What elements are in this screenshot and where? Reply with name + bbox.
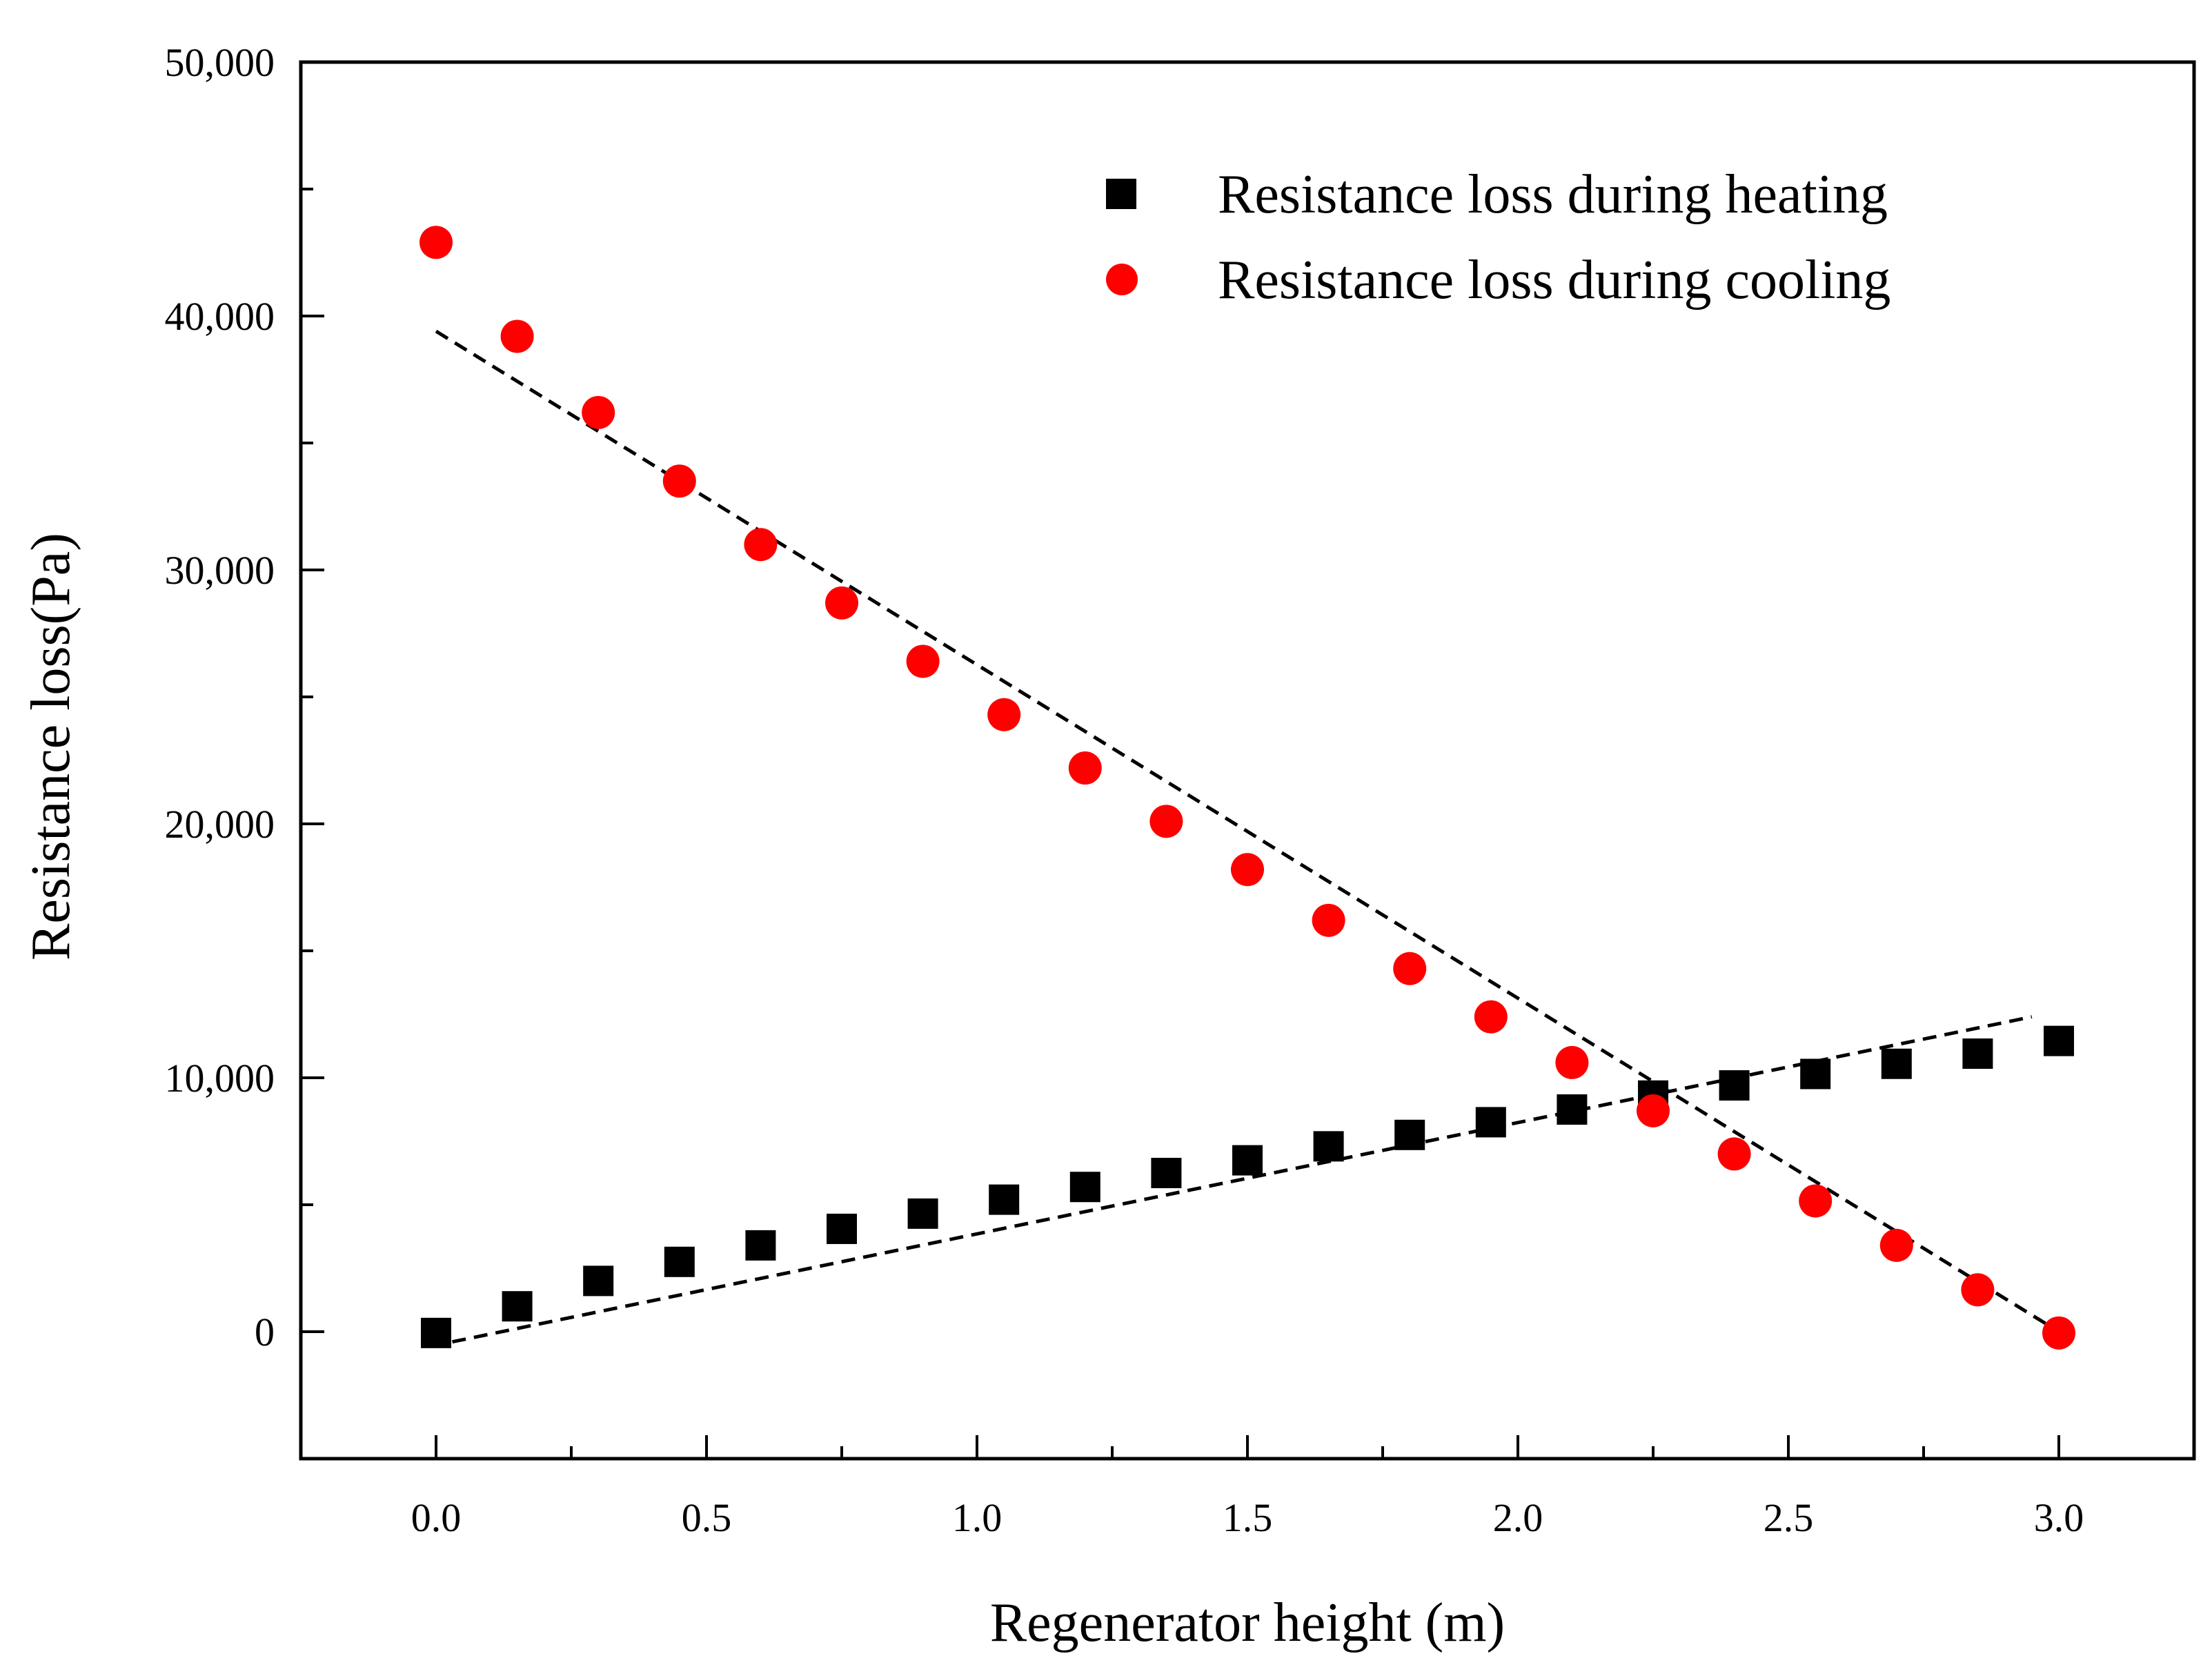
y-axis-title: Resistance loss(Pa) bbox=[21, 533, 81, 960]
cooling-point bbox=[1961, 1273, 1995, 1307]
cooling-point bbox=[1231, 853, 1264, 887]
y-tick-label: 50,000 bbox=[165, 40, 275, 85]
x-tick-label: 2.0 bbox=[1493, 1495, 1543, 1540]
cooling-point bbox=[419, 226, 453, 259]
cooling-point bbox=[582, 395, 615, 429]
cooling-point bbox=[1879, 1228, 1913, 1262]
x-tick-label: 2.5 bbox=[1764, 1495, 1814, 1540]
x-axis-ticks: 0.0 0.5 1.0 1.5 2.0 2.5 3.0 bbox=[411, 1435, 2084, 1540]
legend-marker-cooling bbox=[1106, 264, 1138, 295]
legend-label-cooling: Resistance loss during cooling bbox=[1218, 250, 1890, 310]
heating-point bbox=[1800, 1058, 1831, 1090]
y-tick-label: 20,000 bbox=[165, 802, 275, 847]
x-tick-label: 0.5 bbox=[682, 1495, 732, 1540]
y-axis-ticks: 0 10,000 20,000 30,000 40,000 50,000 bbox=[165, 40, 324, 1354]
legend: Resistance loss during heating Resistanc… bbox=[1106, 164, 1890, 310]
heating-point bbox=[1069, 1172, 1100, 1203]
cooling-point bbox=[906, 644, 940, 678]
cooling-point bbox=[1637, 1094, 1670, 1127]
y-tick-label: 30,000 bbox=[165, 548, 275, 593]
heating-point bbox=[1962, 1038, 1993, 1070]
heating-point bbox=[989, 1184, 1020, 1215]
cooling-point bbox=[1312, 903, 1345, 937]
heating-point bbox=[502, 1291, 533, 1322]
legend-marker-heating bbox=[1106, 179, 1136, 209]
x-tick-label: 1.5 bbox=[1223, 1495, 1273, 1540]
cooling-point bbox=[1068, 751, 1102, 785]
heating-point bbox=[907, 1198, 938, 1229]
y-tick-label: 10,000 bbox=[165, 1056, 275, 1101]
cooling-point bbox=[1474, 1000, 1508, 1034]
data-points bbox=[419, 226, 2075, 1350]
y-tick-label: 0 bbox=[255, 1310, 275, 1354]
heating-point bbox=[1475, 1107, 1506, 1138]
heating-point bbox=[1313, 1131, 1344, 1162]
cooling-point bbox=[1149, 805, 1183, 838]
cooling-point bbox=[500, 319, 534, 353]
heating-point bbox=[1151, 1158, 1182, 1188]
fit-lines bbox=[435, 329, 2060, 1344]
cooling-fit-line bbox=[435, 329, 2060, 1334]
x-tick-label: 1.0 bbox=[952, 1495, 1003, 1540]
x-tick-label: 3.0 bbox=[2034, 1495, 2084, 1540]
cooling-point bbox=[1555, 1045, 1589, 1079]
cooling-point bbox=[2042, 1316, 2075, 1350]
cooling-point bbox=[744, 528, 778, 562]
cooling-point bbox=[662, 464, 696, 498]
cooling-point bbox=[825, 586, 858, 620]
heating-point bbox=[1881, 1048, 1912, 1079]
heating-point bbox=[664, 1246, 695, 1277]
heating-point bbox=[1719, 1070, 1750, 1101]
x-axis-title: Regenerator height (m) bbox=[990, 1593, 1505, 1653]
minor-ticks bbox=[299, 188, 2195, 1460]
heating-point bbox=[421, 1317, 451, 1348]
heating-point bbox=[1232, 1145, 1263, 1176]
heating-series bbox=[421, 1025, 2074, 1348]
cooling-point bbox=[1799, 1184, 1833, 1218]
cooling-point bbox=[1717, 1137, 1751, 1171]
heating-point bbox=[1557, 1094, 1588, 1125]
heating-point bbox=[1394, 1119, 1425, 1150]
heating-point bbox=[827, 1213, 857, 1244]
heating-point bbox=[2044, 1025, 2074, 1056]
legend-label-heating: Resistance loss during heating bbox=[1218, 164, 1888, 225]
y-tick-label: 40,000 bbox=[165, 294, 275, 339]
x-tick-label: 0.0 bbox=[411, 1495, 462, 1540]
heating-point bbox=[745, 1230, 776, 1261]
cooling-point bbox=[987, 698, 1021, 731]
cooling-point bbox=[1393, 952, 1427, 985]
cooling-series bbox=[419, 226, 2075, 1350]
heating-point bbox=[583, 1265, 614, 1297]
heating-fit-line bbox=[452, 1015, 2033, 1344]
